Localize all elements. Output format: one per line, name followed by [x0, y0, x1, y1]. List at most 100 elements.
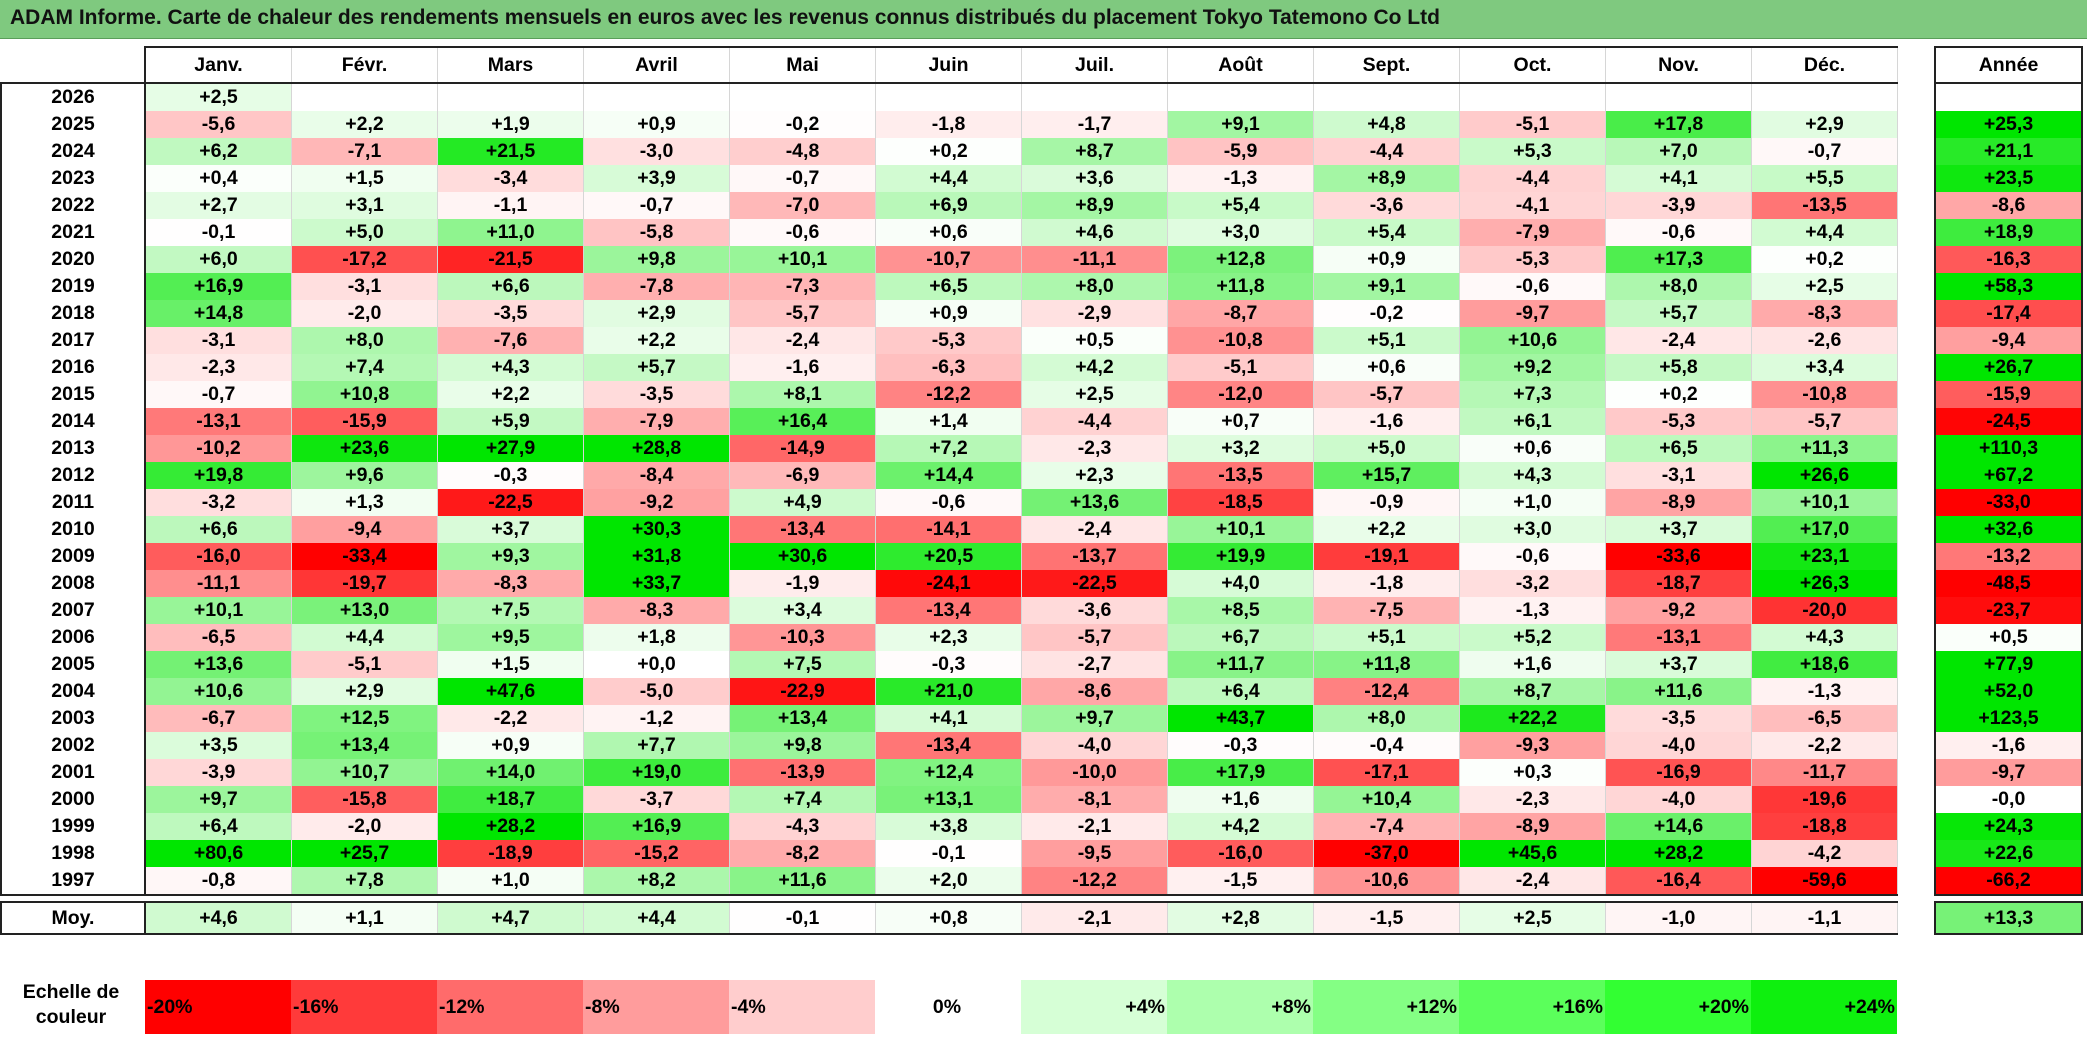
heatmap-cell: -9,4	[291, 516, 438, 543]
row-year-label: 2014	[0, 408, 146, 435]
heatmap-cell: +7,5	[729, 651, 876, 678]
heatmap-cell: -4,0	[1021, 732, 1168, 759]
annual-cell: +21,1	[1934, 138, 2083, 165]
average-cell: +4,6	[145, 901, 292, 935]
table-row: 2005 +13,6 -5,1 +1,5 +0,0 +7,5 -0,3 -2,7 +11,7 +1…	[0, 651, 2083, 678]
heatmap-cell: -0,7	[729, 165, 876, 192]
annual-cell: -1,6	[1934, 732, 2083, 759]
heatmap-cell: -5,6	[145, 111, 292, 138]
annual-cell: +0,5	[1934, 624, 2083, 651]
heatmap-cell: +13,6	[145, 651, 292, 678]
heatmap-cell: +3,9	[583, 165, 730, 192]
heatmap-cell: +10,4	[1313, 786, 1460, 813]
average-row: Moy. +4,6 +1,1 +4,7 +4,4 -0,1 +0,8 -2,1 +2,8 -1,5…	[0, 901, 2083, 935]
column-header: Août	[1167, 46, 1314, 84]
heatmap-cell: +11,8	[1313, 651, 1460, 678]
heatmap-cell: +4,3	[437, 354, 584, 381]
heatmap-cell: -11,1	[145, 570, 292, 597]
heatmap-cell: +8,5	[1167, 597, 1314, 624]
heatmap-cell: -2,0	[291, 813, 438, 840]
heatmap-cell: -18,8	[1751, 813, 1898, 840]
heatmap-cell: -12,4	[1313, 678, 1460, 705]
row-year-label: 2011	[0, 489, 146, 516]
column-gap	[1897, 246, 1935, 273]
heatmap-cell: +3,8	[875, 813, 1022, 840]
row-year-label: 1999	[0, 813, 146, 840]
column-header: Juil.	[1021, 46, 1168, 84]
heatmap-cell: -9,5	[1021, 840, 1168, 867]
column-gap	[1897, 111, 1935, 138]
column-gap	[1897, 813, 1935, 840]
heatmap-cell: -8,6	[1021, 678, 1168, 705]
heatmap-cell: -15,8	[291, 786, 438, 813]
heatmap-cell: -3,6	[1021, 597, 1168, 624]
column-gap	[1897, 902, 1935, 934]
heatmap-cell: -14,1	[875, 516, 1022, 543]
heatmap-cell: -22,5	[1021, 570, 1168, 597]
heatmap-cell: +4,2	[1167, 813, 1314, 840]
row-year-label: 2025	[0, 111, 146, 138]
heatmap-cell: -0,9	[1313, 489, 1460, 516]
heatmap-cell: -13,7	[1021, 543, 1168, 570]
row-year-label: 1997	[0, 867, 146, 896]
column-header: Févr.	[291, 46, 438, 84]
heatmap-cell: +26,6	[1751, 462, 1898, 489]
heatmap-cell: -2,2	[437, 705, 584, 732]
heatmap-cell	[291, 83, 438, 111]
heatmap-cell: -2,4	[1021, 516, 1168, 543]
heatmap-cell: +2,9	[291, 678, 438, 705]
heatmap-cell: -7,6	[437, 327, 584, 354]
heatmap-cell: +7,4	[291, 354, 438, 381]
heatmap-cell: -7,1	[291, 138, 438, 165]
heatmap-cell: -8,9	[1605, 489, 1752, 516]
heatmap-cell: +21,0	[875, 678, 1022, 705]
average-cell: +4,4	[583, 901, 730, 935]
heatmap-cell: -13,1	[145, 408, 292, 435]
heatmap-cell: -7,0	[729, 192, 876, 219]
table-row: 2019 +16,9 -3,1 +6,6 -7,8 -7,3 +6,5 +8,0 +11,8 +9…	[0, 273, 2083, 300]
column-gap	[1897, 705, 1935, 732]
annual-cell: -17,4	[1934, 300, 2083, 327]
heatmap-cell: -3,5	[437, 300, 584, 327]
heatmap-cell	[437, 83, 584, 111]
heatmap-cell: +20,5	[875, 543, 1022, 570]
table-row: 2016 -2,3 +7,4 +4,3 +5,7 -1,6 -6,3 +4,2 -5,1 +0,6…	[0, 354, 2083, 381]
row-year-label: 2015	[0, 381, 146, 408]
annual-cell: +58,3	[1934, 273, 2083, 300]
heatmap-cell: +2,2	[1313, 516, 1460, 543]
heatmap-cell: -5,3	[1459, 246, 1606, 273]
heatmap-cell: +15,7	[1313, 462, 1460, 489]
heatmap-cell: +8,2	[583, 867, 730, 896]
heatmap-cell: -1,8	[875, 111, 1022, 138]
heatmap-cell: +31,8	[583, 543, 730, 570]
heatmap-cell: +3,5	[145, 732, 292, 759]
heatmap-cell: -33,6	[1605, 543, 1752, 570]
heatmap-cell: +5,8	[1605, 354, 1752, 381]
heatmap-cell: -2,4	[1605, 327, 1752, 354]
heatmap-cell: +6,6	[145, 516, 292, 543]
heatmap-cell: -0,7	[145, 381, 292, 408]
table-row: 2009 -16,0 -33,4 +9,3 +31,8 +30,6 +20,5 -13,7 +1…	[0, 543, 2083, 570]
heatmap-cell: -0,2	[729, 111, 876, 138]
heatmap-cell: +11,8	[1167, 273, 1314, 300]
heatmap-cell: -13,4	[875, 597, 1022, 624]
heatmap-cell: +10,1	[145, 597, 292, 624]
heatmap-cell: +6,7	[1167, 624, 1314, 651]
heatmap-cell: -11,7	[1751, 759, 1898, 786]
heatmap-cell: +5,0	[291, 219, 438, 246]
heatmap-cell: +0,2	[875, 138, 1022, 165]
heatmap-cell: -15,9	[291, 408, 438, 435]
heatmap-cell: -9,2	[1605, 597, 1752, 624]
annual-cell: -9,7	[1934, 759, 2083, 786]
column-gap	[1897, 543, 1935, 570]
color-scale-step: -20%	[145, 980, 291, 1034]
heatmap-cell	[875, 83, 1022, 111]
heatmap-cell: -0,3	[1167, 732, 1314, 759]
color-scale-step: -12%	[437, 980, 583, 1034]
heatmap-cell: -3,1	[145, 327, 292, 354]
heatmap-cell: +19,9	[1167, 543, 1314, 570]
heatmap-cell: -1,7	[1021, 111, 1168, 138]
row-year-label: 2001	[0, 759, 146, 786]
heatmap-table: Janv. Févr. Mars Avril Mai Juin Juil. Août Sept.…	[0, 46, 2083, 935]
annual-cell: +22,6	[1934, 840, 2083, 867]
